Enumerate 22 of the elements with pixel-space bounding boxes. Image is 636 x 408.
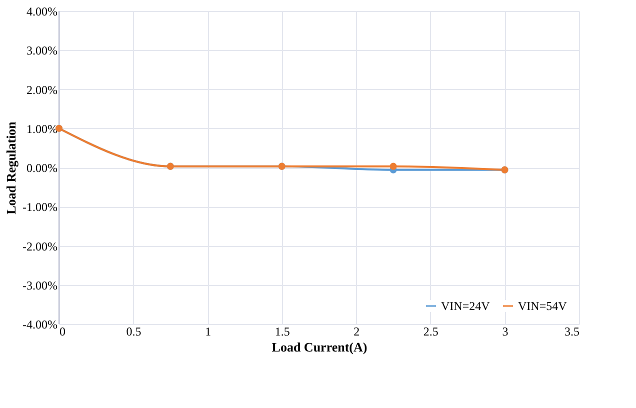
y-tick-label: 1.00%	[26, 122, 58, 136]
y-tick-label: 4.00%	[26, 4, 58, 18]
y-tick-label: -3.00%	[22, 278, 58, 292]
y-tick-label: -4.00%	[22, 318, 58, 332]
x-tick-label: 1	[205, 324, 212, 338]
y-tick-label: 3.00%	[26, 44, 58, 58]
x-tick-label: 0	[60, 324, 66, 338]
x-tick-label: 2	[354, 324, 360, 338]
x-axis-title: Load Current(A)	[272, 340, 368, 354]
y-tick-label: -1.00%	[22, 200, 58, 214]
x-tick-label: 0.5	[126, 324, 142, 338]
y-tick-label: 0.00%	[26, 161, 58, 175]
legend-label: VIN=24V	[441, 299, 490, 313]
x-tick-label: 3.5	[564, 324, 580, 338]
x-tick-label: 1.5	[274, 324, 290, 338]
y-tick-label: -2.00%	[22, 239, 58, 254]
y-tick-label: 2.00%	[26, 82, 58, 97]
y-axis-title: Load Regulation	[4, 120, 19, 214]
x-tick-label: 2.5	[423, 324, 438, 338]
x-tick-label: 3	[502, 324, 508, 338]
point	[390, 162, 397, 170]
legend-label: VIN=54V	[518, 299, 568, 313]
